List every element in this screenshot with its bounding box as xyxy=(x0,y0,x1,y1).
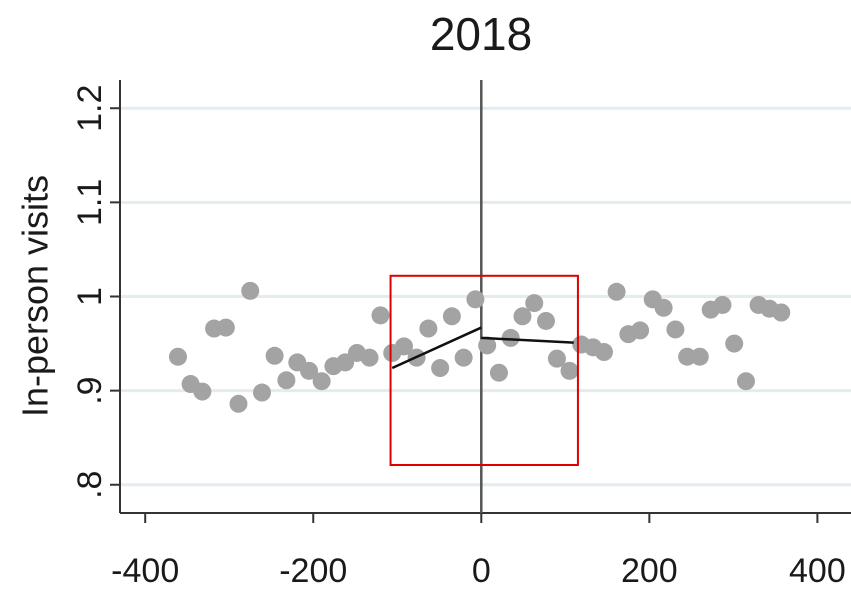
x-tick-label: -200 xyxy=(279,552,347,590)
point xyxy=(466,290,485,309)
point xyxy=(216,318,235,337)
point xyxy=(560,361,579,380)
point xyxy=(736,372,755,391)
point xyxy=(300,361,319,380)
point xyxy=(277,371,296,390)
point xyxy=(654,298,673,317)
point xyxy=(229,394,248,413)
point xyxy=(360,348,379,367)
y-tick-label: 1.2 xyxy=(71,85,109,132)
point xyxy=(193,382,212,401)
point xyxy=(547,349,566,368)
y-axis-label: In-person visits xyxy=(15,175,56,417)
point xyxy=(678,347,697,366)
point xyxy=(431,359,450,378)
point xyxy=(725,334,744,353)
point xyxy=(489,363,508,382)
point xyxy=(690,347,709,366)
point xyxy=(371,306,390,325)
chart-title: 2018 xyxy=(430,8,532,60)
point xyxy=(772,303,791,322)
point xyxy=(594,343,613,362)
point xyxy=(713,295,732,314)
y-tick-label: .9 xyxy=(71,376,109,404)
x-tick-label: -400 xyxy=(111,552,179,590)
point xyxy=(607,282,626,301)
fit-line xyxy=(391,326,482,370)
point xyxy=(501,328,520,347)
x-tick-label: 400 xyxy=(789,552,846,590)
highlight-box xyxy=(389,274,579,466)
point xyxy=(454,348,473,367)
point xyxy=(513,307,532,326)
point xyxy=(442,307,461,326)
point xyxy=(252,383,271,402)
point xyxy=(536,311,555,330)
x-tick-label: 0 xyxy=(472,552,491,590)
point xyxy=(478,336,497,355)
point xyxy=(265,346,284,365)
y-tick-label: 1 xyxy=(71,287,109,306)
y-tick-label: 1.1 xyxy=(71,179,109,226)
fit-line xyxy=(481,336,574,344)
point xyxy=(241,281,260,300)
point xyxy=(419,319,438,338)
y-tick-label: .8 xyxy=(71,471,109,499)
point xyxy=(666,320,685,339)
point xyxy=(168,347,187,366)
x-tick-label: 200 xyxy=(621,552,678,590)
point xyxy=(394,337,413,356)
point xyxy=(525,294,544,313)
point xyxy=(312,372,331,391)
point xyxy=(631,321,650,340)
